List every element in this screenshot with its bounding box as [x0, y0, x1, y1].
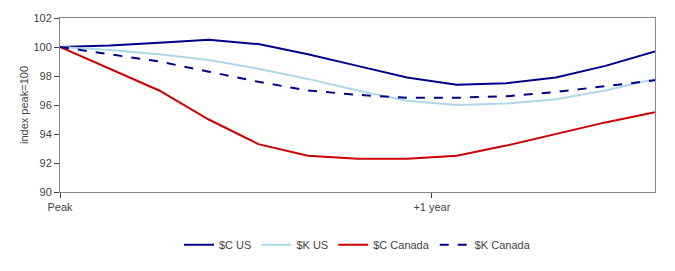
svg-text:94: 94 — [40, 128, 52, 140]
svg-text:100: 100 — [33, 41, 51, 53]
svg-text:$K Canada: $K Canada — [475, 239, 531, 251]
svg-text:98: 98 — [40, 70, 52, 82]
svg-text:90: 90 — [40, 186, 52, 198]
svg-text:102: 102 — [33, 12, 51, 24]
svg-text:$C Canada: $C Canada — [373, 239, 430, 251]
svg-text:Peak: Peak — [47, 201, 73, 213]
svg-text:96: 96 — [40, 99, 52, 111]
svg-text:index peak=100: index peak=100 — [18, 66, 30, 144]
svg-text:$K US: $K US — [296, 239, 328, 251]
svg-text:$C US: $C US — [219, 239, 251, 251]
svg-text:92: 92 — [40, 157, 52, 169]
svg-text:+1 year: +1 year — [413, 201, 450, 213]
